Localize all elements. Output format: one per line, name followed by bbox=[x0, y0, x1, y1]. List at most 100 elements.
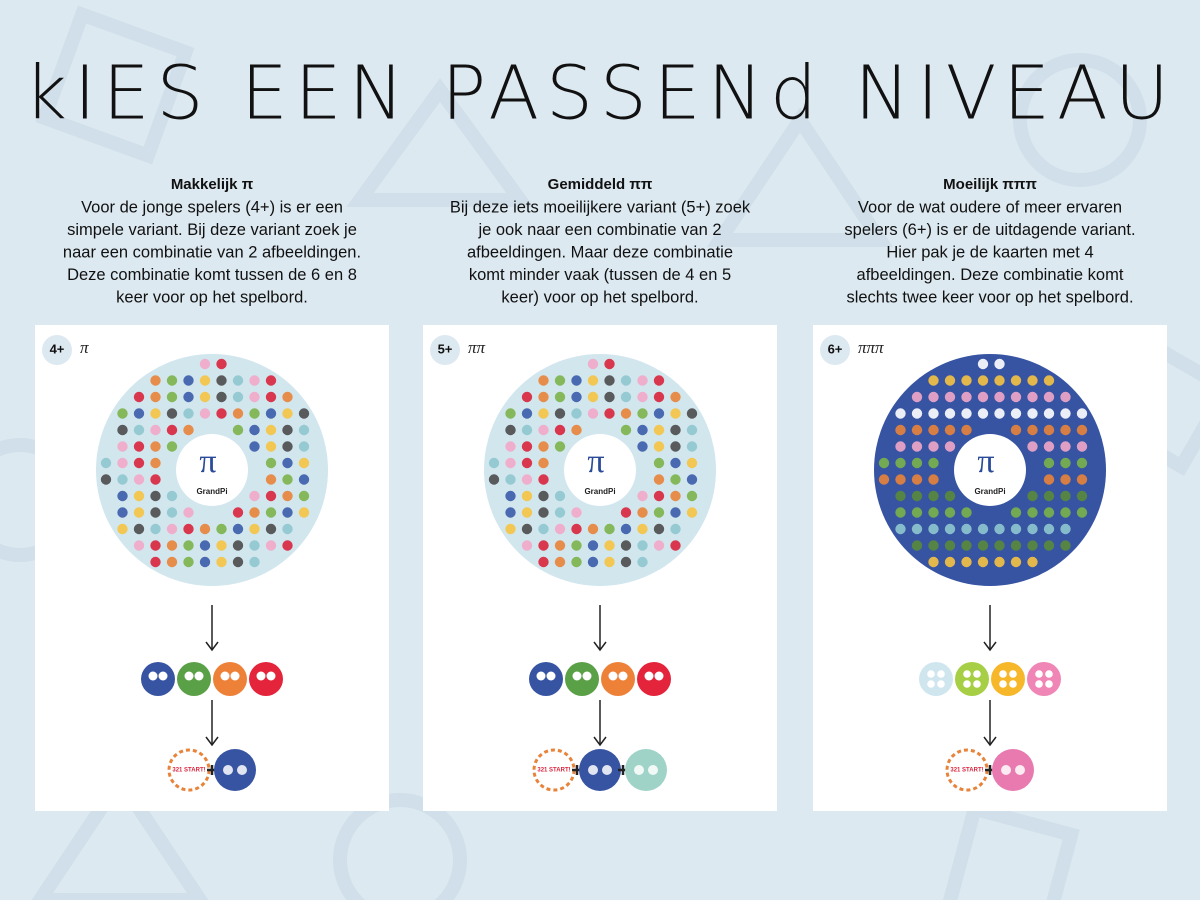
board-dot bbox=[604, 540, 615, 551]
board-dot bbox=[1027, 507, 1038, 518]
board-dot bbox=[249, 556, 260, 568]
board-dot bbox=[653, 408, 665, 419]
board-dot bbox=[961, 556, 972, 568]
board-dot bbox=[994, 408, 1005, 419]
level-text: simpele variant. Bij deze variant zoek j… bbox=[67, 221, 357, 239]
levels: Makkelijk π Voor de jonge spelers (4+) is… bbox=[35, 176, 1167, 811]
level-text: Voor de wat oudere of meer ervaren bbox=[858, 198, 1122, 216]
board-dot bbox=[133, 523, 145, 535]
board-dot bbox=[670, 507, 681, 518]
board-dot bbox=[670, 490, 681, 502]
board-dot bbox=[653, 441, 665, 452]
combo-hole bbox=[194, 671, 204, 681]
board-dot bbox=[265, 441, 277, 452]
combo-card bbox=[955, 662, 989, 696]
level-text: spelers (6+) is er de uitdagende variant… bbox=[844, 221, 1135, 239]
board-dot bbox=[521, 408, 533, 419]
board-dot bbox=[928, 540, 939, 551]
board-dot bbox=[249, 523, 260, 535]
board-dot bbox=[150, 408, 161, 419]
combo-card bbox=[565, 662, 599, 696]
board-dot bbox=[878, 474, 890, 485]
board-dot bbox=[878, 457, 890, 469]
board-dot bbox=[928, 391, 939, 403]
board-dot bbox=[911, 507, 923, 518]
board-dot bbox=[199, 523, 211, 535]
board-dot bbox=[216, 556, 227, 568]
board-dot bbox=[944, 375, 956, 386]
board-dot bbox=[166, 540, 178, 551]
combo-card bbox=[213, 662, 247, 696]
board-dot bbox=[670, 540, 681, 551]
board-dot bbox=[282, 457, 293, 469]
board-dot bbox=[928, 474, 939, 485]
board-dot bbox=[265, 540, 277, 551]
board-dot bbox=[538, 408, 549, 419]
board-dot bbox=[994, 391, 1005, 403]
board-dot bbox=[216, 375, 227, 386]
picture-card bbox=[992, 749, 1034, 791]
board-dot bbox=[166, 391, 178, 403]
board-dot bbox=[977, 523, 989, 535]
board-dot bbox=[166, 424, 178, 436]
combo-hole bbox=[927, 680, 935, 688]
board-dot bbox=[183, 424, 194, 436]
board-dot bbox=[150, 523, 161, 535]
board-dot bbox=[637, 375, 648, 386]
board-dot bbox=[265, 391, 277, 403]
board-dot bbox=[521, 457, 533, 469]
board-dot bbox=[521, 490, 533, 502]
board-center bbox=[564, 434, 636, 506]
start-label: 321 START! bbox=[537, 768, 570, 774]
board-dot bbox=[282, 408, 293, 419]
combo-hole bbox=[1009, 680, 1017, 688]
board-dot bbox=[117, 490, 128, 502]
board-dot bbox=[1076, 457, 1088, 469]
board-dot bbox=[686, 408, 698, 419]
board-dot bbox=[282, 424, 293, 436]
level-heading: Makkelijk π bbox=[171, 176, 254, 193]
combo-hole bbox=[1045, 670, 1053, 678]
board-dot bbox=[944, 540, 956, 551]
board-dot bbox=[505, 441, 516, 452]
board-dot bbox=[216, 523, 227, 535]
level-text: Deze combinatie komt tussen de 6 en 8 bbox=[67, 266, 357, 284]
board-dot bbox=[620, 556, 632, 568]
board-dot bbox=[928, 507, 939, 518]
board-dot bbox=[686, 457, 698, 469]
combo-card bbox=[141, 662, 175, 696]
board-dot bbox=[670, 474, 681, 485]
level-text: keer voor op het spelbord. bbox=[116, 288, 308, 306]
board-dot bbox=[928, 457, 939, 469]
board-dot bbox=[282, 441, 293, 452]
board-dot bbox=[150, 507, 161, 518]
pi-label: ππ bbox=[468, 338, 486, 357]
level-text: Voor de jonge spelers (4+) is er een bbox=[81, 198, 343, 216]
board-dot bbox=[521, 441, 533, 452]
board-dot bbox=[994, 523, 1005, 535]
board-dot bbox=[249, 424, 260, 436]
board-dot bbox=[150, 457, 161, 469]
board-dot bbox=[199, 375, 211, 386]
combo-hole bbox=[1035, 670, 1043, 678]
board-dot bbox=[1060, 490, 1071, 502]
board-dot bbox=[282, 540, 293, 551]
board-dot bbox=[928, 556, 939, 568]
board-dot bbox=[1076, 507, 1088, 518]
board-dot bbox=[265, 507, 277, 518]
board-dot bbox=[911, 457, 923, 469]
board-pi: π bbox=[977, 443, 994, 480]
board-dot bbox=[637, 424, 648, 436]
board-dot bbox=[166, 490, 178, 502]
board-dot bbox=[620, 540, 632, 551]
board-dot bbox=[249, 441, 260, 452]
combo-hole bbox=[266, 671, 276, 681]
board-dot bbox=[100, 474, 112, 485]
board-dot bbox=[604, 556, 615, 568]
picture-spot bbox=[223, 765, 233, 775]
board-dot bbox=[265, 474, 277, 485]
board-dot bbox=[554, 540, 566, 551]
combo-hole bbox=[572, 671, 582, 681]
level-text: Hier pak je de kaarten met 4 bbox=[886, 243, 1093, 261]
